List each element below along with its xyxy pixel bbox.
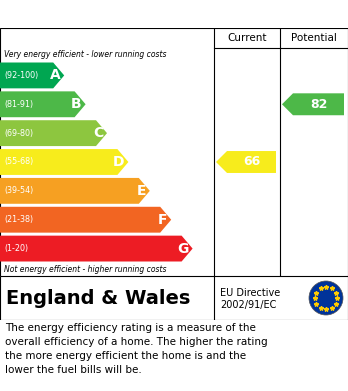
Text: (1-20): (1-20) [4, 244, 28, 253]
Text: 82: 82 [310, 98, 327, 111]
Text: Not energy efficient - higher running costs: Not energy efficient - higher running co… [4, 265, 166, 274]
Text: D: D [113, 155, 124, 169]
Text: C: C [93, 126, 103, 140]
Text: England & Wales: England & Wales [6, 289, 190, 307]
Polygon shape [0, 120, 107, 146]
Text: (69-80): (69-80) [4, 129, 33, 138]
Text: B: B [71, 97, 81, 111]
Polygon shape [0, 149, 128, 175]
Text: 2002/91/EC: 2002/91/EC [220, 300, 276, 310]
Polygon shape [0, 178, 150, 204]
Polygon shape [0, 236, 192, 262]
Polygon shape [0, 63, 64, 88]
Polygon shape [0, 91, 86, 117]
Text: (39-54): (39-54) [4, 187, 33, 196]
Text: (55-68): (55-68) [4, 158, 33, 167]
Text: G: G [177, 242, 189, 256]
Text: Current: Current [227, 33, 267, 43]
Text: 66: 66 [243, 156, 260, 169]
Text: E: E [136, 184, 146, 198]
Text: Potential: Potential [291, 33, 337, 43]
Text: F: F [158, 213, 167, 227]
Text: Very energy efficient - lower running costs: Very energy efficient - lower running co… [4, 50, 166, 59]
Text: A: A [49, 68, 60, 83]
Polygon shape [216, 151, 276, 173]
Polygon shape [0, 207, 171, 233]
Polygon shape [282, 93, 344, 115]
Circle shape [309, 281, 343, 315]
Text: (92-100): (92-100) [4, 71, 38, 80]
Text: The energy efficiency rating is a measure of the
overall efficiency of a home. T: The energy efficiency rating is a measur… [5, 323, 268, 375]
Text: EU Directive: EU Directive [220, 288, 280, 298]
Text: Energy Efficiency Rating: Energy Efficiency Rating [7, 7, 217, 22]
Text: (21-38): (21-38) [4, 215, 33, 224]
Text: (81-91): (81-91) [4, 100, 33, 109]
